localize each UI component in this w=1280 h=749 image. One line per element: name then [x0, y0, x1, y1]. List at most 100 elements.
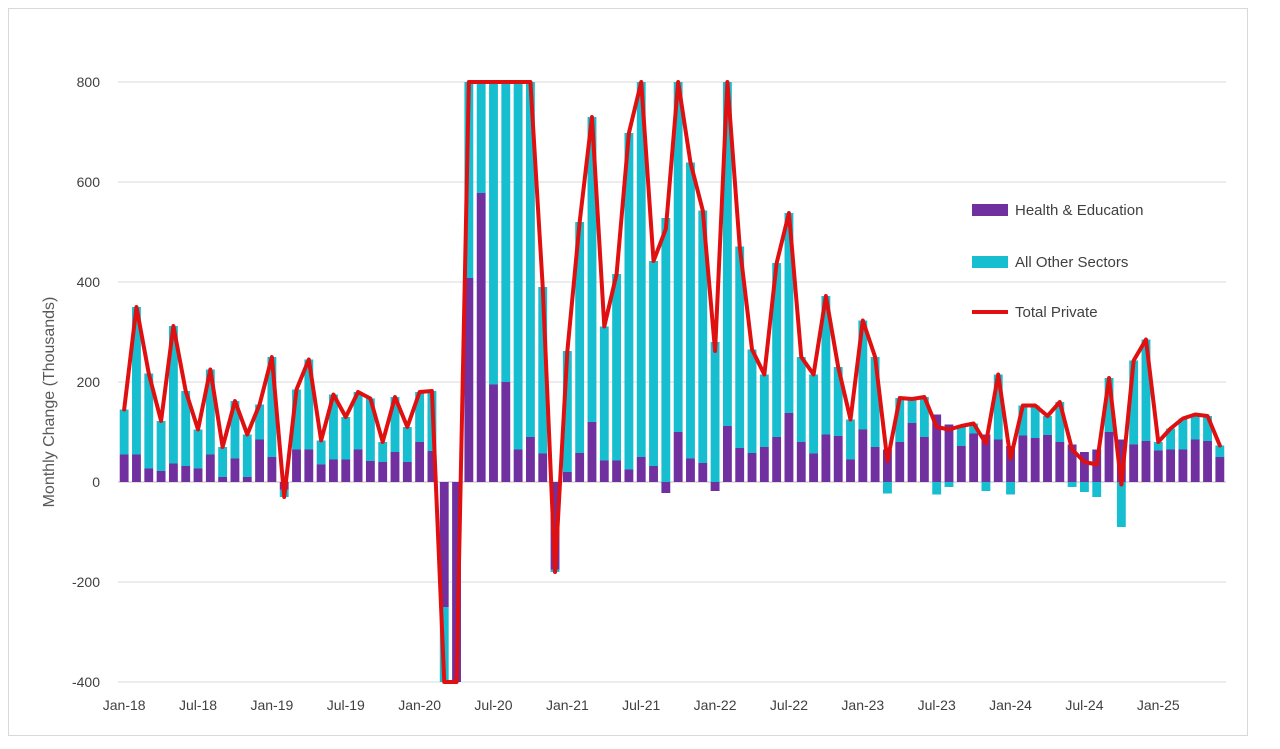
- all-other-sectors-bar: [168, 326, 178, 464]
- health-education-bar: [144, 468, 154, 482]
- x-tick-label: Jul-22: [770, 697, 808, 713]
- health-education-bar: [1043, 435, 1052, 482]
- health-education-bar: [513, 449, 523, 482]
- all-other-sectors-bar: [624, 133, 634, 470]
- health-education-bar: [821, 434, 831, 482]
- x-tick-label: Jan-25: [1137, 697, 1180, 713]
- all-other-sectors-bar: [993, 374, 1003, 440]
- all-other-sectors-bar: [759, 374, 769, 447]
- health-education-bar: [759, 447, 769, 482]
- x-tick-label: Jul-21: [622, 697, 660, 713]
- health-education-bar: [353, 449, 363, 482]
- health-education-bar: [242, 477, 252, 482]
- all-other-sectors-bar: [402, 427, 412, 462]
- gridlines: [118, 81, 1226, 683]
- all-other-sectors-bar: [538, 287, 548, 454]
- all-other-sectors-bar: [1018, 405, 1028, 436]
- health-education-bar: [846, 459, 855, 482]
- legend-label: Health & Education: [1015, 202, 1143, 219]
- all-other-sectors-bar: [193, 429, 203, 469]
- x-tick-label: Jan-19: [250, 697, 293, 713]
- health-education-bar: [944, 424, 954, 482]
- health-education-bar: [956, 446, 966, 482]
- health-education-bar: [919, 437, 929, 482]
- health-education-bar: [476, 193, 486, 482]
- total-private-line: [122, 80, 1222, 684]
- health-education-bar: [1129, 444, 1139, 482]
- x-tick-label: Jan-23: [841, 697, 884, 713]
- all-other-sectors-bar: [144, 373, 154, 469]
- x-tick-label: Jul-18: [179, 697, 217, 713]
- y-axis-title: Monthly Change (Thousands): [41, 297, 58, 508]
- health-education-bar: [132, 454, 141, 482]
- bars: [119, 82, 1225, 682]
- health-education-bar: [1116, 439, 1126, 482]
- all-other-sectors-bar: [895, 398, 905, 442]
- health-education-bar: [735, 448, 745, 482]
- all-other-sectors-bar: [181, 391, 191, 466]
- health-education-bar: [525, 437, 535, 482]
- all-other-sectors-bar: [944, 482, 954, 487]
- health-education-bar: [796, 442, 806, 482]
- health-education-bar: [316, 464, 326, 482]
- all-other-sectors-bar: [132, 307, 141, 455]
- health-education-bar: [575, 453, 585, 482]
- health-education-bar: [205, 454, 215, 482]
- all-other-sectors-bar: [1067, 482, 1077, 487]
- all-other-sectors-bar: [1116, 482, 1126, 527]
- health-education-bar: [1067, 444, 1077, 482]
- health-education-bar: [304, 449, 314, 482]
- all-other-sectors-bar: [1190, 414, 1200, 440]
- health-education-bar: [895, 442, 905, 482]
- health-education-bar: [858, 429, 868, 482]
- y-tick-label: 200: [77, 374, 101, 390]
- legend-swatch-health-education: [972, 204, 1008, 216]
- all-other-sectors-bar: [846, 419, 855, 460]
- all-other-sectors-bar: [772, 263, 782, 437]
- all-other-sectors-bar: [981, 482, 991, 491]
- all-other-sectors-bar: [956, 426, 966, 446]
- health-education-bar: [698, 463, 708, 482]
- all-other-sectors-bar: [796, 357, 806, 442]
- all-other-sectors-bar: [562, 351, 572, 472]
- all-other-sectors-bar: [673, 82, 683, 432]
- all-other-sectors-bar: [1104, 378, 1114, 432]
- all-other-sectors-bar: [809, 374, 819, 454]
- all-other-sectors-bar: [304, 359, 314, 450]
- health-education-bar: [378, 462, 388, 482]
- health-education-bar: [907, 423, 917, 482]
- legend: Health & Education All Other Sectors Total…: [972, 202, 1143, 321]
- health-education-bar: [501, 382, 511, 482]
- all-other-sectors-bar: [341, 417, 351, 460]
- health-education-bar: [612, 460, 622, 482]
- health-education-bar: [993, 439, 1003, 482]
- all-other-sectors-bar: [833, 367, 843, 436]
- all-other-sectors-bar: [747, 349, 757, 453]
- health-education-bar: [402, 462, 412, 482]
- health-education-bar: [1166, 449, 1176, 482]
- health-education-bar: [329, 459, 338, 482]
- health-education-bar: [464, 278, 474, 482]
- x-tick-label: Jul-24: [1065, 697, 1103, 713]
- all-other-sectors-bar: [636, 82, 646, 457]
- health-education-bar: [267, 457, 277, 482]
- y-tick-label: 600: [77, 174, 101, 190]
- health-education-bar: [292, 449, 301, 482]
- health-education-bar: [1079, 452, 1089, 482]
- health-education-bar: [341, 459, 351, 482]
- health-education-bar: [673, 432, 683, 482]
- all-other-sectors-bar: [205, 369, 215, 455]
- x-tick-label: Jan-22: [694, 697, 737, 713]
- all-other-sectors-bar: [686, 162, 695, 459]
- health-education-bar: [649, 466, 658, 482]
- legend-label: All Other Sectors: [1015, 254, 1128, 271]
- x-tick-label: Jan-24: [989, 697, 1032, 713]
- health-education-bar: [870, 447, 880, 482]
- y-tick-label: 400: [77, 274, 101, 290]
- all-other-sectors-bar: [119, 409, 129, 455]
- all-other-sectors-bar: [230, 401, 240, 459]
- health-education-bar: [599, 460, 609, 482]
- all-other-sectors-bar: [932, 482, 942, 495]
- all-other-sectors-bar: [599, 326, 609, 461]
